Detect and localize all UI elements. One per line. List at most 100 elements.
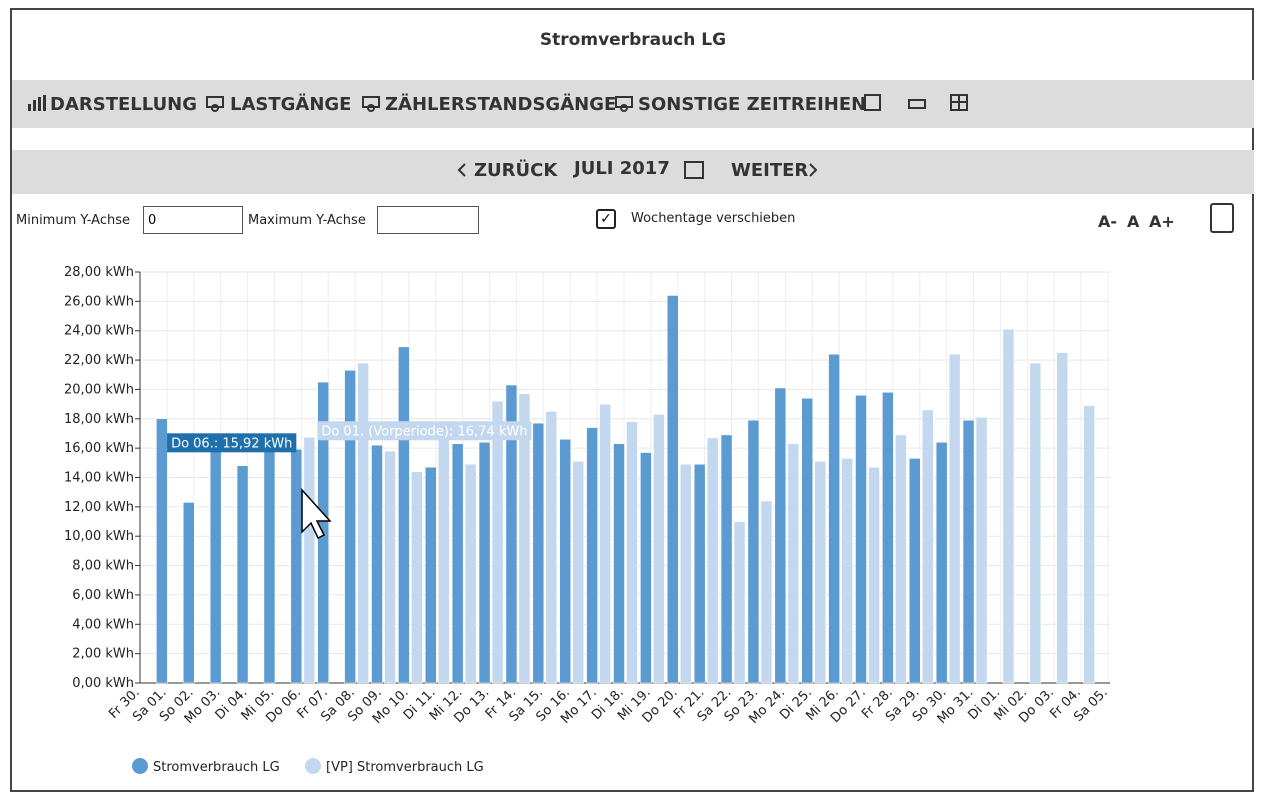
y-tick-label: 28,00 kWh xyxy=(64,265,134,280)
bar xyxy=(774,387,787,684)
bar xyxy=(1056,352,1068,684)
bar xyxy=(1083,405,1095,684)
icon xyxy=(206,96,224,108)
bar xyxy=(357,362,369,684)
back-chevron[interactable] xyxy=(457,163,466,177)
y-tick-label: 8,00 kWh xyxy=(72,559,134,574)
y-tick-label: 14,00 kWh xyxy=(64,471,134,486)
bar xyxy=(787,443,800,684)
page-title: Stromverbrauch LG xyxy=(539,30,727,50)
bar xyxy=(693,464,706,684)
min-input[interactable]: 0 xyxy=(143,206,243,234)
bar xyxy=(948,353,961,684)
bar xyxy=(464,464,477,684)
bar xyxy=(451,443,464,684)
max-label: Maximum Y-Achse xyxy=(248,213,366,228)
chart: 0,00 kWh 2,00 kWh 4,00 kWh 6,00 kWh 8,00 kWh… xyxy=(64,265,1111,775)
max-input[interactable] xyxy=(377,206,479,234)
bar xyxy=(183,502,195,684)
window xyxy=(10,8,1254,792)
tooltip-box xyxy=(167,433,297,453)
period-label: JULI 2017 xyxy=(574,158,670,179)
bar xyxy=(236,465,249,684)
y-tick-label: 16,00 kWh xyxy=(64,441,134,456)
min-label: Minimum Y-Achse xyxy=(16,213,131,228)
bar xyxy=(1029,362,1042,684)
tooltip-text: Do 06.: 15,92 kWh xyxy=(171,436,292,451)
legend-swatch xyxy=(132,758,148,774)
bar xyxy=(801,397,813,684)
bar xyxy=(518,393,531,684)
bar xyxy=(290,449,303,684)
bar xyxy=(411,471,423,684)
icon xyxy=(211,104,219,112)
bar xyxy=(599,403,611,684)
y-tick-label: 22,00 kWh xyxy=(64,353,134,368)
font-normal[interactable]: A xyxy=(1127,212,1140,231)
bar xyxy=(720,434,733,684)
bar xyxy=(572,461,584,684)
tooltip: Do 01. (Vorperiode): 16,74 kWh xyxy=(317,421,532,441)
y-tick-label: 12,00 kWh xyxy=(64,500,134,515)
checkbox-label: Wochentage verschieben xyxy=(631,211,796,226)
y-tick-label: 18,00 kWh xyxy=(64,412,134,427)
bar xyxy=(962,420,975,684)
y-tick-label: 20,00 kWh xyxy=(64,382,134,397)
legend-swatch xyxy=(305,758,321,774)
bar xyxy=(559,439,571,684)
menu-item[interactable]: SONSTIGE ZEITREIHEN xyxy=(638,94,867,115)
tooltip-box xyxy=(317,421,532,441)
menu-item[interactable]: ZÄHLERSTANDSGÄNGE xyxy=(385,94,617,115)
cursor xyxy=(301,488,332,540)
checkbox[interactable]: ✓ xyxy=(596,209,616,229)
bar xyxy=(156,418,168,684)
font-larger[interactable]: A+ xyxy=(1149,212,1175,231)
chart-icon xyxy=(28,95,46,111)
icon xyxy=(615,96,633,108)
y-tick-label: 10,00 kWh xyxy=(64,529,134,544)
icon xyxy=(620,104,628,112)
bar xyxy=(491,400,504,684)
bar xyxy=(747,420,760,684)
bar xyxy=(814,461,826,684)
y-tick-label: 2,00 kWh xyxy=(72,647,134,662)
menu-item[interactable]: DARSTELLUNG xyxy=(50,94,198,115)
icons xyxy=(28,94,968,179)
nav-bar xyxy=(12,150,1254,194)
bar xyxy=(653,414,665,684)
bar xyxy=(882,392,894,684)
save-icon[interactable] xyxy=(864,94,881,111)
bar xyxy=(680,464,692,684)
y-tick-label: 26,00 kWh xyxy=(64,294,134,309)
bar xyxy=(640,452,652,684)
bar xyxy=(438,424,450,684)
forward-button[interactable]: WEITER xyxy=(731,160,809,181)
bar xyxy=(922,409,934,684)
print-icon[interactable] xyxy=(908,99,926,109)
tooltip: Do 06.: 15,92 kWh xyxy=(167,433,297,453)
bar xyxy=(841,458,853,684)
back-button[interactable]: ZURÜCK xyxy=(474,160,558,181)
bar xyxy=(760,500,773,684)
bar xyxy=(532,422,545,684)
forward-chevron[interactable] xyxy=(809,163,818,177)
bar xyxy=(505,384,518,684)
bar xyxy=(425,466,437,684)
bar xyxy=(613,443,625,684)
font-smaller[interactable]: A- xyxy=(1098,212,1118,231)
icon xyxy=(367,104,375,112)
bar xyxy=(909,458,921,684)
bar xyxy=(626,421,638,684)
bar xyxy=(733,521,746,684)
bar xyxy=(478,442,491,684)
calendar-icon[interactable] xyxy=(684,161,704,179)
icon xyxy=(362,96,380,108)
export-png[interactable] xyxy=(1210,203,1234,233)
menu-item[interactable]: LASTGÄNGE xyxy=(230,94,352,115)
bar xyxy=(398,346,410,684)
bar xyxy=(209,437,222,684)
legend-label: [VP] Stromverbrauch LG xyxy=(326,760,484,775)
y-tick-label: 6,00 kWh xyxy=(72,588,134,603)
bar xyxy=(935,442,948,684)
